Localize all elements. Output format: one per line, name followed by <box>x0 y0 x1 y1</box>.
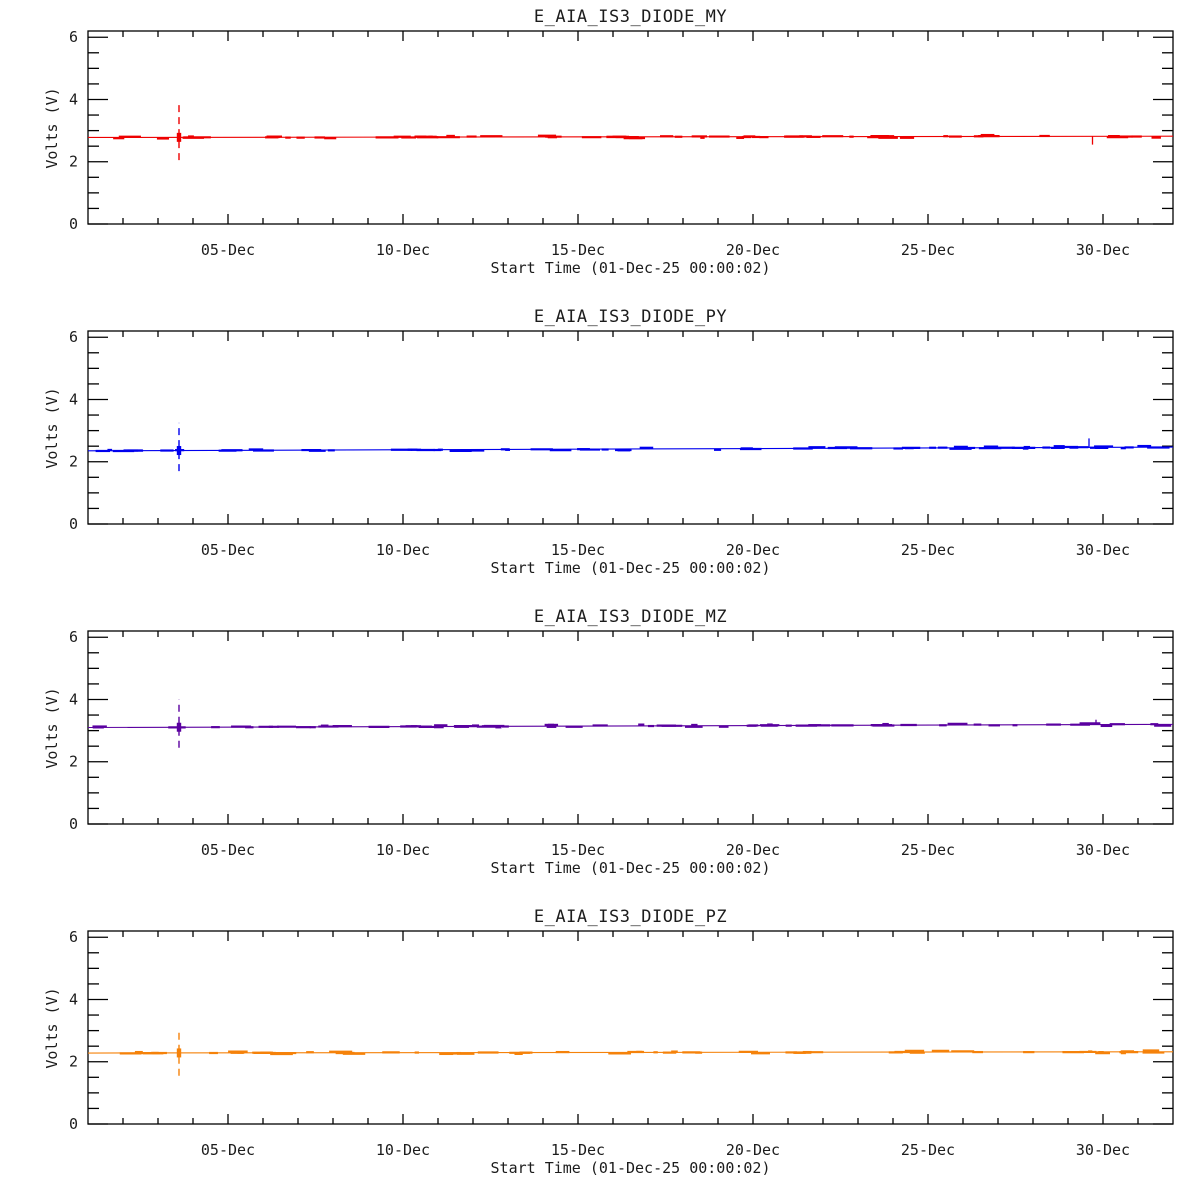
chart-title: E_AIA_IS3_DIODE_PZ <box>533 907 728 927</box>
y-tick-label: 2 <box>69 1053 78 1071</box>
x-tick-label: 05-Dec <box>201 241 255 259</box>
chart-title: E_AIA_IS3_DIODE_PY <box>533 307 728 327</box>
x-axis-label: Start Time (01-Dec-25 00:00:02) <box>490 559 771 577</box>
x-tick-label: 20-Dec <box>726 541 780 559</box>
plot-area-diode-pz: 0 2 4 6 05-Dec 10-Dec 15-Dec 20-Dec 25-Dec 30-Dec <box>69 928 1174 1159</box>
x-tick-label: 20-Dec <box>726 841 780 859</box>
x-tick-label: 20-Dec <box>726 241 780 259</box>
series-line <box>87 104 1174 161</box>
x-tick-label: 25-Dec <box>901 1141 955 1159</box>
y-tick-label: 0 <box>69 1115 78 1133</box>
x-tick-label: 15-Dec <box>551 841 605 859</box>
y-tick-label: 0 <box>69 815 78 833</box>
y-tick-label: 6 <box>69 28 78 46</box>
x-tick-label: 15-Dec <box>551 241 605 259</box>
spike-core <box>176 722 182 732</box>
x-axis-label: Start Time (01-Dec-25 00:00:02) <box>490 859 771 877</box>
y-tick-label: 4 <box>69 990 78 1008</box>
spike-core <box>176 1048 182 1058</box>
chart-panel-diode-mz: E_AIA_IS3_DIODE_MZ Volts (V) 0 2 4 6 05-Dec 1… <box>0 600 1200 900</box>
tick-labels: 0 2 4 6 05-Dec 10-Dec 15-Dec 20-Dec 25-Dec 30-Dec <box>69 328 1130 559</box>
x-tick-label: 10-Dec <box>376 1141 430 1159</box>
tick-labels: 0 2 4 6 05-Dec 10-Dec 15-Dec 20-Dec 25-Dec 30-Dec <box>69 28 1130 259</box>
x-tick-label: 10-Dec <box>376 241 430 259</box>
x-tick-label: 20-Dec <box>726 1141 780 1159</box>
plot-area-diode-my: 0 2 4 6 05-Dec 10-Dec 15-Dec 20-Dec 25-Dec 30-Dec <box>69 28 1174 259</box>
y-tick-label: 2 <box>69 453 78 471</box>
series-line <box>87 699 1174 748</box>
y-tick-label: 0 <box>69 215 78 233</box>
axes <box>87 930 1174 1125</box>
x-axis-label: Start Time (01-Dec-25 00:00:02) <box>490 259 771 277</box>
x-tick-label: 10-Dec <box>376 541 430 559</box>
chart-panel-diode-my: E_AIA_IS3_DIODE_MY Volts (V) 0 2 4 6 05-Dec 1… <box>0 0 1200 300</box>
series-line <box>87 1030 1174 1076</box>
y-tick-label: 6 <box>69 928 78 946</box>
tick-labels: 0 2 4 6 05-Dec 10-Dec 15-Dec 20-Dec 25-Dec 30-Dec <box>69 928 1130 1159</box>
x-tick-label: 25-Dec <box>901 841 955 859</box>
y-tick-label: 2 <box>69 153 78 171</box>
x-tick-label: 05-Dec <box>201 1141 255 1159</box>
plot-area-diode-mz: 0 2 4 6 05-Dec 10-Dec 15-Dec 20-Dec 25-Dec 30-Dec <box>69 628 1174 859</box>
y-tick-label: 0 <box>69 515 78 533</box>
x-tick-label: 15-Dec <box>551 541 605 559</box>
x-tick-label: 25-Dec <box>901 241 955 259</box>
chart-title: E_AIA_IS3_DIODE_MY <box>533 7 728 27</box>
x-tick-label: 30-Dec <box>1076 541 1130 559</box>
y-tick-label: 4 <box>69 90 78 108</box>
chart-title: E_AIA_IS3_DIODE_MZ <box>533 607 728 627</box>
x-tick-label: 05-Dec <box>201 841 255 859</box>
tick-labels: 0 2 4 6 05-Dec 10-Dec 15-Dec 20-Dec 25-Dec 30-Dec <box>69 628 1130 859</box>
x-tick-label: 10-Dec <box>376 841 430 859</box>
chart-panel-diode-py: E_AIA_IS3_DIODE_PY Volts (V) 0 2 4 6 05-Dec 1… <box>0 300 1200 600</box>
x-tick-label: 30-Dec <box>1076 841 1130 859</box>
x-tick-label: 30-Dec <box>1076 241 1130 259</box>
spike-core <box>176 132 182 142</box>
x-tick-label: 25-Dec <box>901 541 955 559</box>
x-axis-label: Start Time (01-Dec-25 00:00:02) <box>490 1159 771 1177</box>
x-tick-label: 05-Dec <box>201 541 255 559</box>
y-tick-label: 4 <box>69 690 78 708</box>
plot-area-diode-py: 0 2 4 6 05-Dec 10-Dec 15-Dec 20-Dec 25-Dec 30-Dec <box>69 328 1174 559</box>
y-tick-label: 6 <box>69 328 78 346</box>
axes <box>87 330 1174 525</box>
chart-panel-diode-pz: E_AIA_IS3_DIODE_PZ Volts (V) 0 2 4 6 05-Dec 1… <box>0 900 1200 1200</box>
axes <box>87 30 1174 225</box>
spike-core <box>176 446 182 456</box>
x-tick-label: 30-Dec <box>1076 1141 1130 1159</box>
x-tick-label: 15-Dec <box>551 1141 605 1159</box>
series-line <box>87 422 1174 472</box>
y-tick-label: 6 <box>69 628 78 646</box>
y-tick-label: 2 <box>69 753 78 771</box>
y-tick-label: 4 <box>69 390 78 408</box>
